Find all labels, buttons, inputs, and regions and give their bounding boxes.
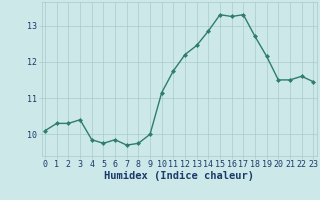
X-axis label: Humidex (Indice chaleur): Humidex (Indice chaleur) xyxy=(104,171,254,181)
